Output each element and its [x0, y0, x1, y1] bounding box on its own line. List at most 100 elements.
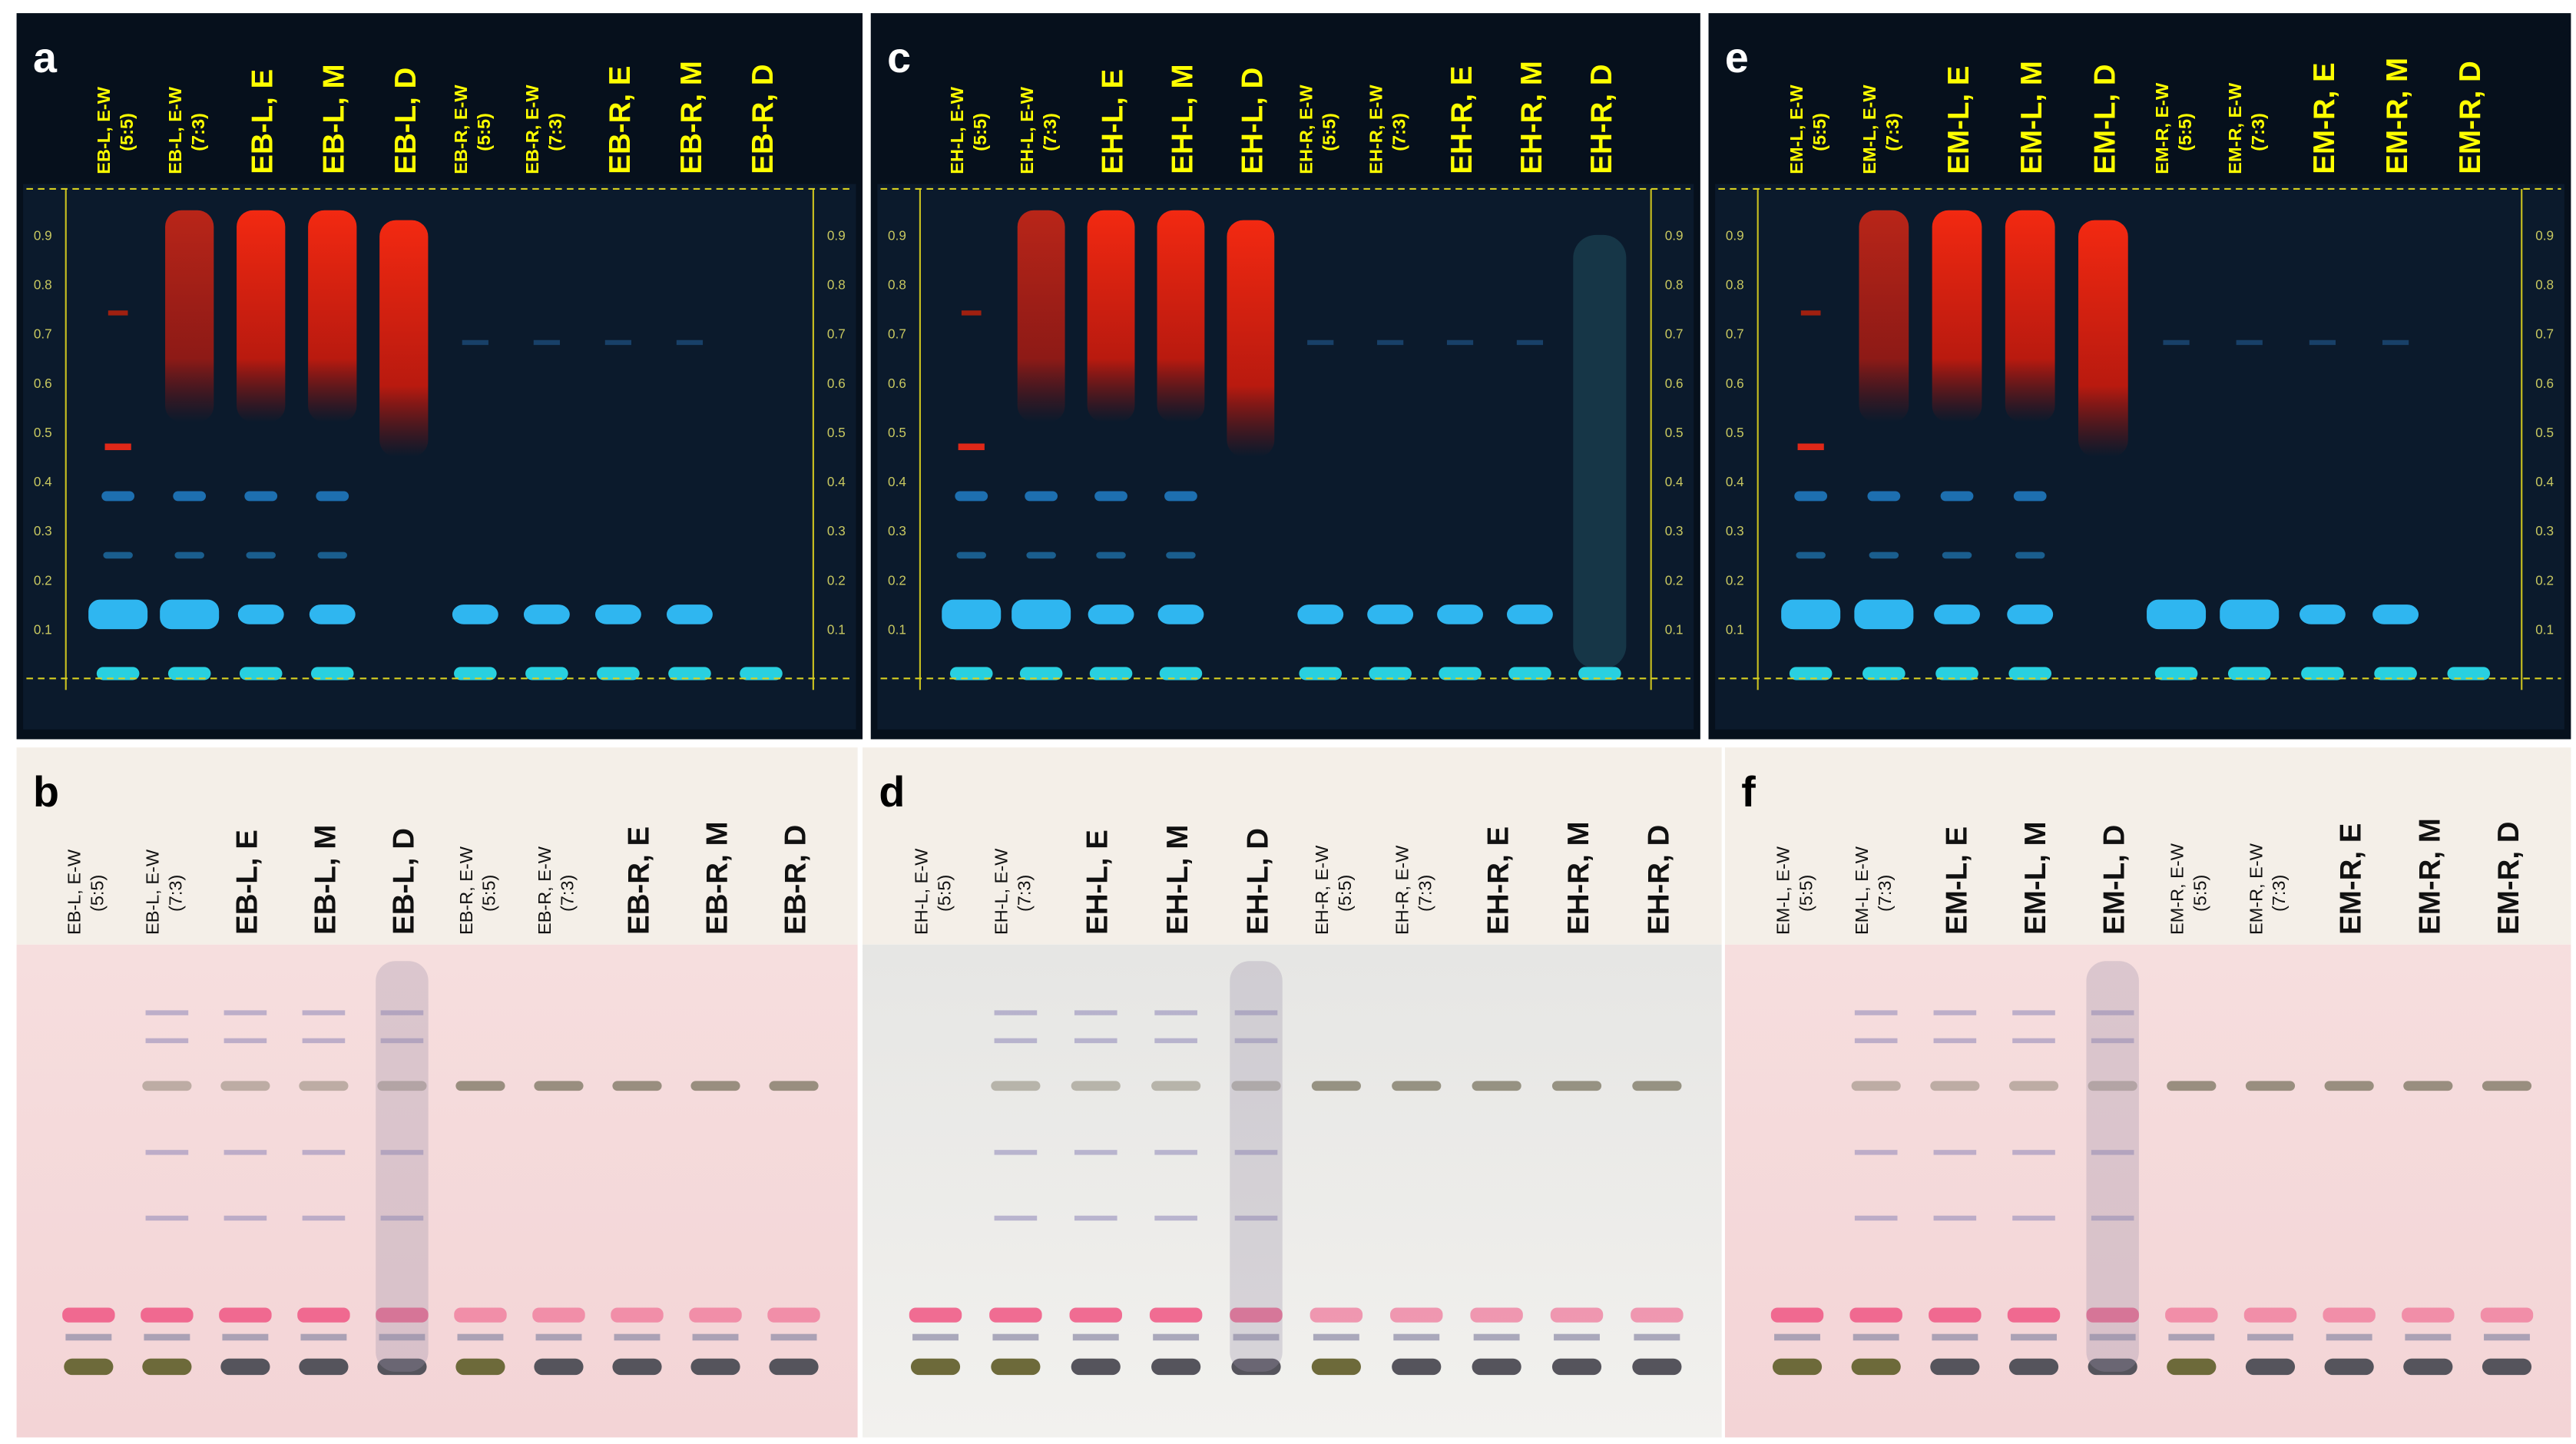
band	[594, 604, 641, 624]
header-background	[863, 747, 1722, 945]
band	[223, 1150, 267, 1155]
band	[1772, 1358, 1823, 1376]
band	[994, 1150, 1038, 1155]
lane-label: EB-R, E-W	[451, 84, 471, 174]
band	[2088, 1358, 2137, 1376]
band	[2447, 667, 2491, 681]
band	[1072, 1333, 1119, 1341]
band	[142, 1081, 192, 1091]
band	[299, 1358, 349, 1376]
band	[2405, 1333, 2452, 1341]
lane-label: EB-L, E-W	[94, 86, 114, 174]
band	[462, 339, 488, 346]
band	[1933, 1038, 1977, 1044]
band	[1853, 1333, 1899, 1341]
lane-label: EH-L, E-W	[947, 86, 967, 174]
band	[310, 667, 354, 681]
band	[534, 1081, 584, 1091]
band	[379, 1333, 425, 1341]
band	[219, 1307, 272, 1323]
band	[2165, 1307, 2218, 1323]
band-smear	[1859, 210, 1909, 422]
band	[1153, 1333, 1200, 1341]
band	[299, 1081, 349, 1091]
band	[1166, 551, 1196, 559]
band	[1933, 1150, 1977, 1155]
band	[2091, 1150, 2134, 1155]
band	[2309, 339, 2336, 346]
band	[2227, 667, 2271, 681]
band	[2480, 1307, 2534, 1323]
band	[1074, 1215, 1117, 1221]
lane-ratio: (5:5)	[2190, 875, 2210, 912]
band	[535, 1333, 582, 1341]
band	[2007, 604, 2054, 624]
lane-label: EB-L, E-W	[65, 849, 84, 935]
rf-tick-label: 0.8	[827, 277, 846, 292]
band	[2154, 667, 2198, 681]
lane-label: EM-L, E	[1940, 826, 1973, 935]
band	[1307, 339, 1334, 346]
rf-tick-label: 0.1	[888, 623, 906, 638]
band	[220, 1081, 270, 1091]
band	[1797, 443, 1824, 451]
band-smear	[1932, 210, 1982, 422]
band	[145, 1010, 189, 1015]
band	[145, 1150, 189, 1155]
band	[173, 491, 207, 502]
lane-ratio: (5:5)	[474, 113, 494, 151]
lane-label: EB-L, D	[387, 828, 420, 935]
band	[2324, 1358, 2374, 1376]
rf-tick-label: 0.3	[888, 524, 906, 538]
band	[452, 604, 498, 624]
rf-tick-label: 0.4	[2535, 475, 2554, 489]
band	[1390, 1307, 1443, 1323]
rf-tick-label: 0.4	[888, 475, 906, 489]
lane-label: EH-L, D	[1241, 828, 1274, 935]
panel-letter: a	[33, 34, 58, 81]
band	[1781, 599, 1841, 630]
band	[770, 1333, 817, 1341]
band	[533, 339, 560, 346]
band	[1026, 551, 1056, 559]
lane-label: EM-R, E-W	[2167, 843, 2187, 935]
rf-tick-label: 0.3	[1665, 524, 1684, 538]
band	[1849, 1307, 1902, 1323]
panel-letter: c	[887, 34, 911, 81]
lane-ratio: (5:5)	[2175, 113, 2195, 151]
band	[1942, 551, 1972, 559]
band	[2236, 339, 2263, 346]
rf-tick-label: 0.7	[2535, 327, 2554, 342]
band	[909, 1307, 962, 1323]
band	[958, 443, 985, 451]
band-smear	[2005, 210, 2055, 422]
lane-ratio: (7:3)	[166, 875, 186, 912]
band	[1770, 1307, 1824, 1323]
lane-label: EH-L, E-W	[992, 848, 1012, 935]
band	[769, 1358, 819, 1376]
band	[1392, 1358, 1442, 1376]
band	[1634, 1333, 1680, 1341]
band	[239, 667, 283, 681]
lane-label: EM-R, D	[2454, 61, 2487, 174]
band	[949, 667, 993, 681]
band	[690, 1358, 740, 1376]
band	[910, 1358, 961, 1376]
band	[108, 310, 128, 316]
band	[1800, 310, 1821, 316]
band-smear	[1227, 220, 1275, 457]
panel: dEH-L, E-W (5:5) EH-L, E-W (7:3) EH-L, E EH-L…	[863, 747, 1722, 1438]
lane-label: EM-L, D	[2088, 64, 2121, 174]
band	[2382, 339, 2409, 346]
rf-tick-label: 0.5	[888, 426, 906, 440]
rf-tick-label: 0.8	[1726, 277, 1744, 292]
lane-ratio: (7:3)	[545, 113, 565, 151]
band	[377, 1081, 427, 1091]
band	[689, 1307, 742, 1323]
band	[2091, 1010, 2134, 1015]
band	[1551, 1358, 1602, 1376]
band	[222, 1333, 269, 1341]
band	[2168, 1333, 2215, 1341]
band	[961, 310, 982, 316]
